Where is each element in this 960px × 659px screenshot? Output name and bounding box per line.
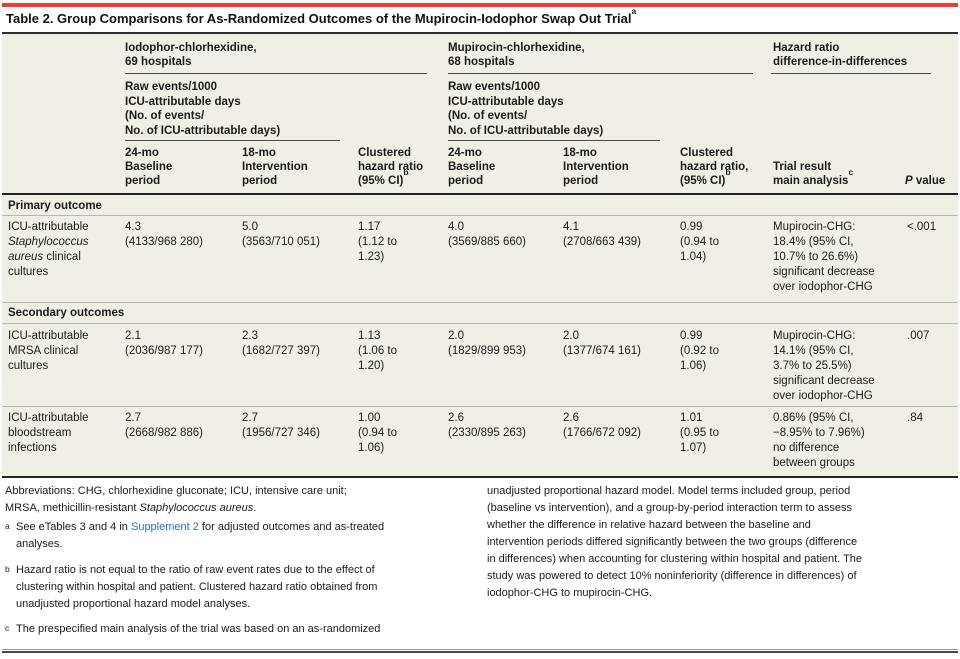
supplement-2-link[interactable]: Supplement 2 <box>130 521 199 533</box>
header-bottom-rule <box>2 193 958 195</box>
row-separator <box>2 302 958 303</box>
table-title-text: Table 2. Group Comparisons for As-Random… <box>6 11 632 26</box>
cell-g2-intervention: 4.1 (2708/663 439) <box>563 221 642 248</box>
col-header-g2-hazard-ratio: Clustered hazard ratio, (95% CI)b <box>680 146 770 188</box>
group-header-hazard-ratio-did: Hazard ratio difference-in-differences <box>773 42 908 68</box>
footnote-b-text: Hazard ratio is not equal to the ratio o… <box>16 564 378 610</box>
cell-g1-intervention: 2.7 (1956/727 346) <box>242 412 321 439</box>
group-underline-iodophor <box>125 73 427 74</box>
cell-g1-hazard-ratio: 1.00 (0.94 to 1.06) <box>358 412 397 454</box>
cell-g2-baseline: 2.6 (2330/895 263) <box>448 412 527 439</box>
outcome-text-post: clinical cultures <box>8 251 81 278</box>
abbreviations-text-post: . <box>253 502 257 514</box>
col-header-g1-hr-superscript-b: b <box>403 167 409 178</box>
p-value-italic-p: P <box>905 175 913 187</box>
cell-g2-baseline: 4.0 (3569/885 660) <box>448 221 527 248</box>
footnote-a: a See eTables 3 and 4 in Supplement 2 for… <box>5 519 484 553</box>
footnote-continuation: unadjusted proportional hazard model. Mo… <box>487 485 863 599</box>
section-header-secondary-outcomes: Secondary outcomes <box>8 307 125 319</box>
col-header-trial-result: Trial result main analysisc <box>773 160 913 188</box>
col-header-g2-intervention: 18-mo Intervention period <box>563 147 629 187</box>
title-superscript-a: a <box>631 5 637 16</box>
cell-g1-intervention: 2.3 (1682/727 397) <box>242 330 321 357</box>
cell-g2-intervention: 2.6 (1766/672 092) <box>563 412 642 439</box>
outcome-italic-text: Staphylococcus aureus <box>8 236 89 263</box>
col-header-g1-baseline: 24-mo Baseline period <box>125 147 173 187</box>
cell-g2-hazard-ratio: 0.99 (0.94 to 1.04) <box>680 221 719 263</box>
cell-outcome-sa-cultures: ICU-attributable Staphylococcus aureus c… <box>8 220 120 280</box>
cell-p-value: .84 <box>907 412 923 424</box>
cell-g1-baseline: 2.1 (2036/987 177) <box>125 330 204 357</box>
footnote-a-text-post: for adjusted outcomes and as-treated ana… <box>16 521 385 550</box>
col-header-trial-superscript-c: c <box>848 167 854 178</box>
bottom-rule-dark <box>2 651 958 653</box>
cell-g1-baseline: 2.7 (2668/982 886) <box>125 412 204 439</box>
row-separator <box>2 406 958 407</box>
abbreviations-text: Abbreviations: CHG, chlorhexidine glucon… <box>5 485 347 514</box>
outcome-text: ICU-attributable <box>8 221 89 233</box>
cell-outcome-mrsa-cultures: ICU-attributable MRSA clinical cultures <box>8 330 89 372</box>
table-body-panel <box>2 34 958 476</box>
cell-p-value: .007 <box>907 330 930 342</box>
subheader-raw-events-iodophor: Raw events/1000 ICU-attributable days (N… <box>125 81 281 137</box>
cell-g1-hazard-ratio: 1.13 (1.06 to 1.20) <box>358 330 397 372</box>
cell-g2-hazard-ratio: 1.01 (0.95 to 1.07) <box>680 412 719 454</box>
footnote-c: c The prespecified main analysis of the t… <box>5 621 484 638</box>
cell-g2-intervention: 2.0 (1377/674 161) <box>563 330 642 357</box>
cell-g1-intervention: 5.0 (3563/710 051) <box>242 221 321 248</box>
cell-g2-baseline: 2.0 (1829/899 953) <box>448 330 527 357</box>
subheader-raw-events-mupirocin: Raw events/1000 ICU-attributable days (N… <box>448 81 604 137</box>
group-underline-mupirocin <box>448 73 753 74</box>
table-title: Table 2. Group Comparisons for As-Random… <box>6 6 636 26</box>
col-header-trial-text: Trial result main analysis <box>773 161 849 187</box>
col-header-g2-baseline: 24-mo Baseline period <box>448 147 496 187</box>
abbreviations-italic-text: Staphylococcus aureus <box>139 502 254 514</box>
cell-outcome-bloodstream: ICU-attributable bloodstream infections <box>8 412 89 454</box>
title-rule <box>2 32 958 34</box>
footnote-a-marker: a <box>5 521 10 531</box>
col-header-g1-hr-text: Clustered hazard ratio (95% CI) <box>358 147 424 187</box>
footnote-b: b Hazard ratio is not equal to the ratio … <box>5 562 484 613</box>
col-header-g2-hr-text: Clustered hazard ratio, (95% CI) <box>680 147 749 187</box>
col-header-g1-hazard-ratio: Clustered hazard ratio (95% CI)b <box>358 146 448 188</box>
top-accent-rule <box>2 3 958 7</box>
footnote-c-text: The prespecified main analysis of the tr… <box>16 623 381 635</box>
footnote-c-marker: c <box>5 623 10 633</box>
cell-g2-hazard-ratio: 0.99 (0.92 to 1.06) <box>680 330 719 372</box>
cell-trial-result: Mupirocin-CHG: 14.1% (95% CI, 3.7% to 25… <box>773 330 875 402</box>
cell-trial-result: Mupirocin-CHG: 18.4% (95% CI, 10.7% to 2… <box>773 221 875 293</box>
group-header-iodophor: Iodophor-chlorhexidine, 69 hospitals <box>125 42 257 68</box>
cell-trial-result: 0.86% (95% CI, −8.95% to 7.96%) no diffe… <box>773 412 865 469</box>
group-underline-hazard-ratio <box>771 73 931 74</box>
footnote-b-marker: b <box>5 564 10 574</box>
bottom-rule-light <box>2 649 958 650</box>
col-header-p-value: P value <box>905 174 957 188</box>
subheader-underline-mupirocin <box>448 140 660 141</box>
row-separator <box>2 215 958 216</box>
cell-g1-baseline: 4.3 (4133/968 280) <box>125 221 204 248</box>
col-header-g2-hr-superscript-b: b <box>725 167 731 178</box>
footnote-a-text: See eTables 3 and 4 in <box>16 521 131 533</box>
cell-p-value: <.001 <box>907 221 937 233</box>
section-header-primary-outcome: Primary outcome <box>8 200 102 212</box>
group-header-mupirocin: Mupirocin-chlorhexidine, 68 hospitals <box>448 42 585 68</box>
p-value-rest: value <box>912 175 946 187</box>
cell-g1-hazard-ratio: 1.17 (1.12 to 1.23) <box>358 221 397 263</box>
footnote-abbreviations: Abbreviations: CHG, chlorhexidine glucon… <box>5 483 473 517</box>
subheader-underline-iodophor <box>125 140 340 141</box>
row-separator <box>2 323 958 324</box>
table-bottom-rule <box>2 476 958 478</box>
col-header-g1-intervention: 18-mo Intervention period <box>242 147 308 187</box>
